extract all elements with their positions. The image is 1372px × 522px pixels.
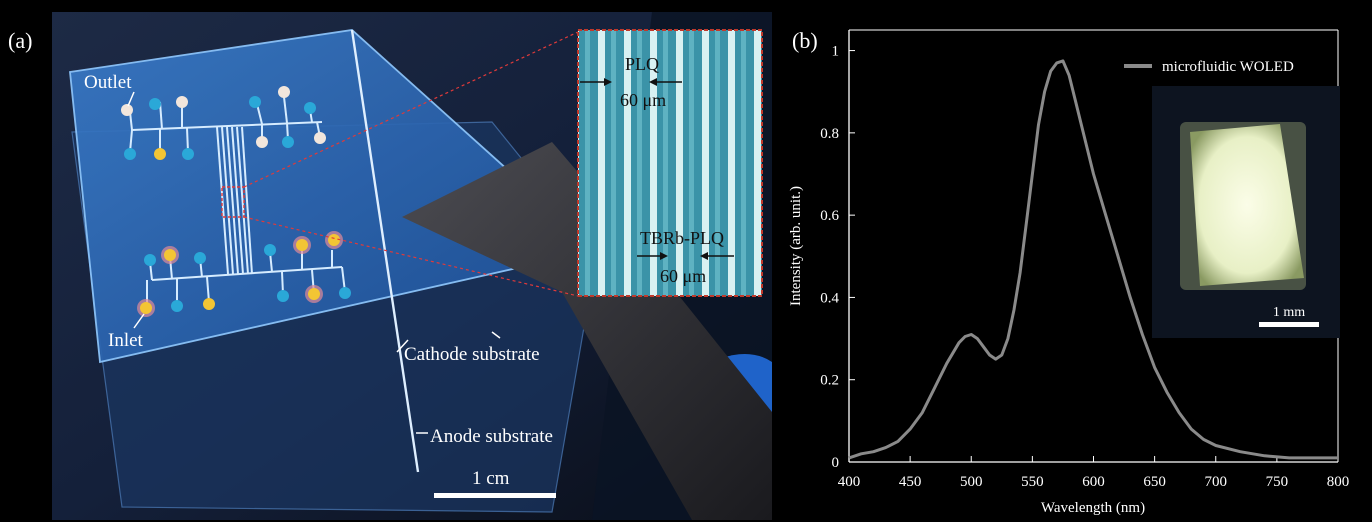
y-tick-label: 0	[832, 455, 840, 471]
port-cyan	[144, 254, 156, 266]
cathode-edge-tick	[491, 331, 501, 339]
port-cyan	[249, 96, 261, 108]
x-tick-label: 500	[960, 474, 983, 490]
port-cyan	[264, 244, 276, 256]
port-cyan	[277, 290, 289, 302]
inset-tbrb-label: TBRb-PLQ	[640, 228, 724, 248]
port-yellow	[154, 148, 166, 160]
x-tick-label: 800	[1327, 474, 1350, 490]
micrograph-inset: PLQ 60 μm TBRb-PLQ 60 μm	[577, 29, 763, 297]
port-cyan	[124, 148, 136, 160]
port-yellow	[140, 302, 152, 314]
micrograph-border	[577, 29, 763, 297]
y-tick-label: 0.2	[820, 373, 839, 389]
port-cyan	[171, 300, 183, 312]
x-tick-label: 450	[899, 474, 922, 490]
y-tick-label: 0.4	[820, 290, 839, 306]
inset-tbrb-width: 60 μm	[660, 266, 706, 286]
port-cyan	[304, 102, 316, 114]
port-white	[176, 96, 188, 108]
arrowhead-right-bottom	[700, 252, 708, 260]
x-tick-label: 750	[1266, 474, 1289, 490]
port-white	[256, 136, 268, 148]
inlet-pointer	[133, 313, 145, 329]
oled-scale-bar	[1259, 322, 1319, 327]
device-photo: PLQ 60 μm TBRb-PLQ 60 μm Outlet Inlet Ca…	[52, 12, 772, 520]
x-ticks: 400 450 500 550 600 650 700 750 800	[838, 456, 1350, 490]
port-white	[278, 86, 290, 98]
y-tick-label: 0.8	[820, 126, 839, 142]
inset-plq-label: PLQ	[625, 54, 659, 74]
oled-pixel	[1190, 124, 1304, 286]
port-cyan	[149, 98, 161, 110]
glass-edge-highlight	[350, 29, 420, 473]
panel-label-b: (b)	[792, 28, 818, 53]
port-cyan	[282, 136, 294, 148]
port-cyan	[194, 252, 206, 264]
port-cyan	[182, 148, 194, 160]
x-tick-label: 600	[1082, 474, 1105, 490]
arrowhead-left-bottom	[660, 252, 668, 260]
port-yellow	[203, 298, 215, 310]
cathode-substrate-label: Cathode substrate	[404, 344, 540, 365]
arrowhead-right-top	[649, 78, 657, 86]
port-yellow	[164, 249, 176, 261]
port-white	[314, 132, 326, 144]
cathode-pointer	[396, 339, 409, 353]
ports	[121, 86, 351, 317]
y-axis-label: Intensity (arb. unit.)	[788, 186, 804, 306]
series-line-microfluidic-woled	[848, 59, 1338, 460]
oled-emission-inset: 1 mm	[1152, 86, 1340, 338]
panel-label-a: (a)	[8, 28, 33, 53]
micrograph-stripes	[578, 30, 762, 296]
inset-plq-width: 60 μm	[620, 90, 666, 110]
outlet-pointer	[127, 91, 135, 107]
zoom-box	[221, 186, 245, 218]
x-tick-label: 550	[1021, 474, 1044, 490]
arrowhead-left-top	[604, 78, 612, 86]
port-yellow	[308, 288, 320, 300]
tweezer	[402, 142, 772, 520]
port-cyan	[339, 287, 351, 299]
inlet-label: Inlet	[108, 330, 144, 351]
y-tick-label: 1	[832, 44, 840, 60]
spectrum-chart: 400 450 500 550 600 650 700 750 800 0 0.2 0.4 0.6 0.…	[788, 29, 1350, 516]
x-tick-label: 700	[1205, 474, 1228, 490]
microfluidic-channels	[129, 96, 346, 307]
x-tick-label: 650	[1143, 474, 1166, 490]
x-tick-label: 400	[838, 474, 861, 490]
x-axis-label: Wavelength (nm)	[1041, 500, 1145, 516]
zoom-connector-top	[243, 31, 579, 188]
port-yellow	[296, 239, 308, 251]
legend-entry: microfluidic WOLED	[1162, 59, 1294, 75]
port-white	[121, 104, 133, 116]
y-tick-label: 0.6	[820, 208, 839, 224]
scale-bar-label: 1 cm	[472, 468, 510, 489]
scale-bar	[434, 493, 556, 498]
anode-substrate-label: Anode substrate	[430, 426, 553, 447]
y-ticks: 0 0.2 0.4 0.6 0.8 1	[820, 44, 855, 471]
port-yellow	[328, 234, 340, 246]
oled-scale-label: 1 mm	[1273, 305, 1305, 320]
outlet-label: Outlet	[84, 72, 132, 93]
